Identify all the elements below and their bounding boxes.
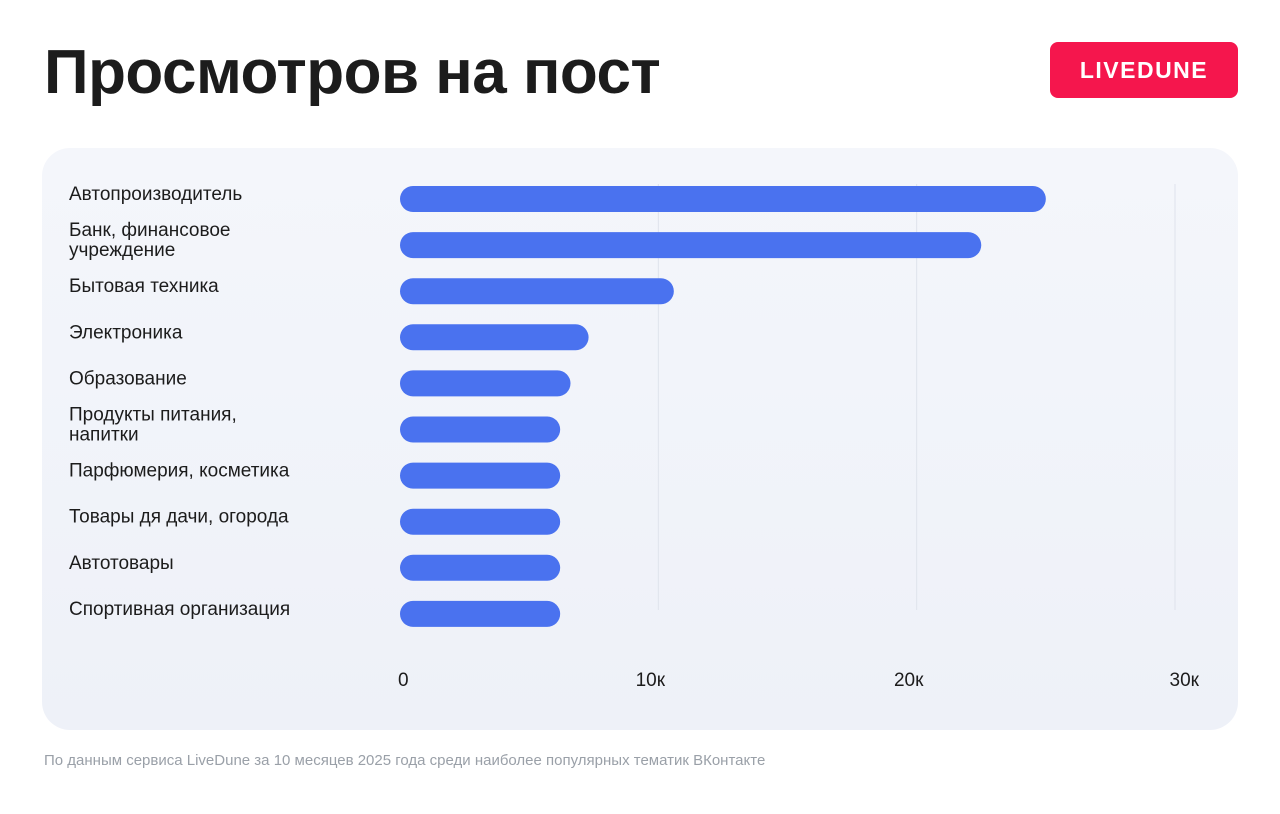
category-label-line: Банк, финансовое [69, 220, 231, 241]
bar [400, 554, 561, 581]
category-label-line: напитки [69, 425, 139, 446]
category-label-line: учреждение [69, 240, 175, 261]
footnote: По данным сервиса LiveDune за 10 месяцев… [44, 752, 766, 769]
category-label-line: Автопроизводитель [69, 184, 242, 205]
category-label: Автопроизводитель [69, 184, 242, 205]
bar-chart: Автопроизводитель Банк, финансовое учрежде… [69, 184, 1200, 691]
category-label-line: Автотовары [69, 553, 174, 574]
category-label: Продукты питания, напитки [69, 405, 237, 446]
category-label: Образование [69, 368, 187, 389]
category-label: Автотовары [69, 553, 174, 574]
bar [400, 232, 982, 259]
x-tick-label: 20к [894, 670, 924, 691]
category-label-line: Товары дя дачи, огорода [69, 507, 289, 528]
category-label: Банк, финансовое учреждение [69, 220, 231, 261]
livedune-logo: LIVEDUNE [1050, 42, 1238, 98]
x-tick-label: 10к [636, 670, 666, 691]
bar [400, 600, 561, 627]
category-label-line: Парфюмерия, косметика [69, 461, 290, 482]
bar [400, 278, 674, 305]
category-label-line: Образование [69, 368, 187, 389]
x-tick-label: 30к [1170, 670, 1200, 691]
category-label-line: Бытовая техника [69, 276, 219, 297]
page-title: Просмотров на пост [44, 38, 661, 107]
chart-card: Автопроизводитель Банк, финансовое учрежде… [42, 148, 1238, 730]
category-label: Спортивная организация [69, 599, 290, 620]
bar [400, 370, 571, 397]
category-label: Товары дя дачи, огорода [69, 507, 289, 528]
category-label: Электроника [69, 322, 183, 343]
category-label: Парфюмерия, косметика [69, 461, 290, 482]
category-label-line: Электроника [69, 322, 183, 343]
bar [400, 462, 561, 489]
bar [400, 186, 1046, 212]
category-label-line: Спортивная организация [69, 599, 290, 620]
category-label: Бытовая техника [69, 276, 219, 297]
category-label-line: Продукты питания, [69, 405, 237, 426]
bar [400, 416, 561, 443]
bar [400, 324, 589, 351]
bar [400, 508, 561, 535]
x-tick-label: 0 [398, 670, 409, 691]
